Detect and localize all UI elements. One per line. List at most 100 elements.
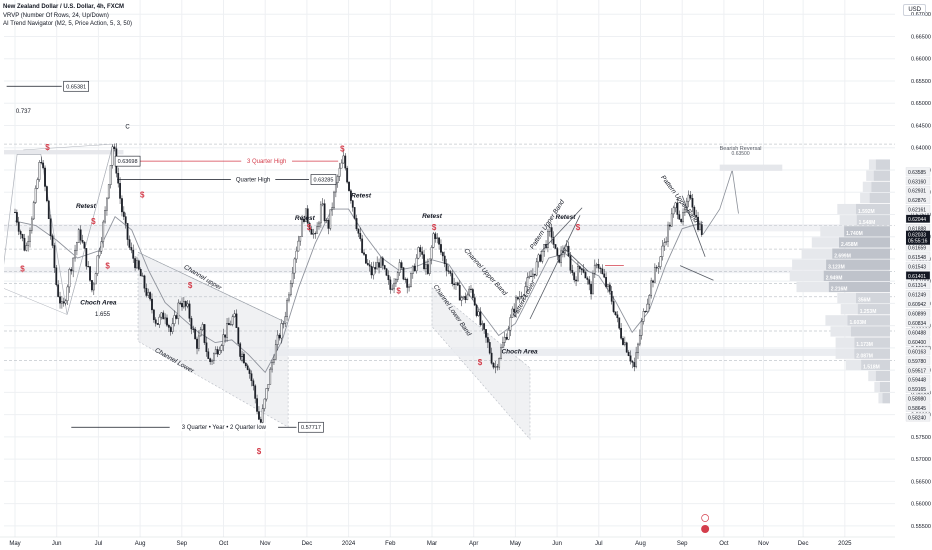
- y-tick-label: 0.65500: [911, 79, 931, 85]
- current-price-tag-box: [906, 230, 930, 245]
- candle: [496, 366, 499, 368]
- harmonic-pattern-line: [4, 143, 114, 315]
- volume-profile-buy: [847, 315, 890, 326]
- candle: [282, 323, 285, 325]
- bearish-reversal-title: Bearish Reversal: [720, 146, 762, 152]
- candle: [79, 229, 82, 241]
- candle: [577, 266, 579, 282]
- candle: [494, 366, 497, 368]
- signal-marker: $: [576, 223, 581, 232]
- candle: [620, 328, 623, 339]
- candle: [201, 324, 204, 330]
- candle: [580, 268, 583, 271]
- current-time-tag: 05:55:16: [908, 239, 928, 245]
- candle: [368, 264, 371, 267]
- price-axis-tag-box: [905, 403, 931, 412]
- volume-profile-label: 1.518M: [863, 364, 880, 370]
- candle: [550, 227, 553, 238]
- candle: [456, 282, 459, 286]
- candle: [590, 284, 592, 295]
- candle: [177, 302, 180, 319]
- volume-profile-sell: [837, 292, 856, 304]
- indicator-vrvp-label[interactable]: VRVP (Number Of Rows, 24, Up/Down): [3, 13, 109, 19]
- candle: [552, 237, 555, 245]
- price-axis-tag: 0.59780: [908, 359, 926, 365]
- candle: [269, 368, 272, 385]
- candle: [370, 265, 373, 276]
- candle: [136, 260, 138, 269]
- candle: [406, 278, 409, 288]
- candle: [575, 279, 577, 282]
- volume-profile-sell: [820, 226, 845, 237]
- candle: [672, 207, 675, 215]
- candle: [586, 277, 589, 280]
- candle: [530, 275, 532, 277]
- candle: [64, 300, 67, 304]
- volume-profile-sell: [830, 326, 851, 337]
- candle: [466, 294, 469, 301]
- volume-profile-buy: [856, 292, 890, 304]
- y-tick-label: 0.64500: [911, 123, 931, 129]
- y-tick-label: 0.64000: [911, 146, 931, 152]
- candle: [376, 262, 379, 270]
- candle: [631, 360, 634, 363]
- volume-profile-label: 1.603M: [850, 320, 867, 326]
- candle: [62, 301, 65, 304]
- candle: [670, 213, 673, 227]
- candle: [87, 266, 90, 268]
- candle: [440, 244, 442, 253]
- candle: [267, 384, 270, 389]
- price-axis-tag-box: [905, 176, 931, 186]
- x-tick-label: Mar: [427, 541, 437, 547]
- y-tick-label: 0.56500: [911, 479, 931, 485]
- x-tick-label: Jul: [95, 541, 103, 547]
- level-label-bg: [241, 157, 293, 166]
- level-tag: 0.65381: [66, 84, 86, 90]
- candle: [113, 146, 116, 149]
- volume-profile-label: 2.216M: [831, 287, 848, 293]
- candle: [417, 247, 420, 259]
- indicator-trend-navigator-label[interactable]: AI Trend Navigator (M2, 5, Price Action,…: [3, 21, 133, 27]
- candle: [492, 363, 495, 368]
- volume-profile-sell: [837, 203, 856, 215]
- candle: [173, 315, 176, 324]
- x-tick-label: Jun: [52, 541, 62, 547]
- price-axis-tag: 0.60400: [908, 340, 926, 346]
- signal-marker: $: [188, 281, 193, 290]
- candle: [216, 349, 219, 355]
- candle: [291, 272, 294, 284]
- currency-button[interactable]: USD: [903, 4, 926, 16]
- candle: [233, 313, 236, 317]
- price-axis-tag: 0.63160: [908, 179, 926, 185]
- candle: [111, 146, 114, 166]
- candle: [284, 316, 287, 324]
- candle: [661, 245, 664, 257]
- candle: [349, 190, 352, 201]
- candle: [338, 167, 341, 177]
- volume-profile-sell: [840, 304, 858, 315]
- signal-marker: $: [257, 447, 262, 456]
- level-label-bg: [230, 175, 276, 184]
- candle: [252, 380, 255, 387]
- volume-profile-label: 2.949M: [826, 276, 843, 282]
- candle: [25, 245, 28, 251]
- candle: [27, 241, 30, 246]
- candle: [197, 335, 200, 349]
- candle: [273, 359, 275, 363]
- price-axis-tag: 0.62044: [908, 217, 926, 223]
- bearish-reversal-value: 0.63500: [732, 151, 750, 157]
- price-axis-tag-box: [905, 356, 931, 365]
- price-axis-tag: 0.59165: [908, 387, 926, 393]
- price-axis-tag: 0.62876: [908, 198, 926, 204]
- x-tick-label: 2024: [342, 541, 356, 547]
- candle: [413, 265, 416, 272]
- price-axis-tag-box: [905, 365, 931, 375]
- candle: [143, 275, 146, 289]
- price-axis-tag: 0.62931: [908, 189, 926, 195]
- candle: [659, 256, 662, 267]
- candle: [471, 289, 474, 298]
- candle: [428, 258, 431, 274]
- candle: [237, 327, 240, 344]
